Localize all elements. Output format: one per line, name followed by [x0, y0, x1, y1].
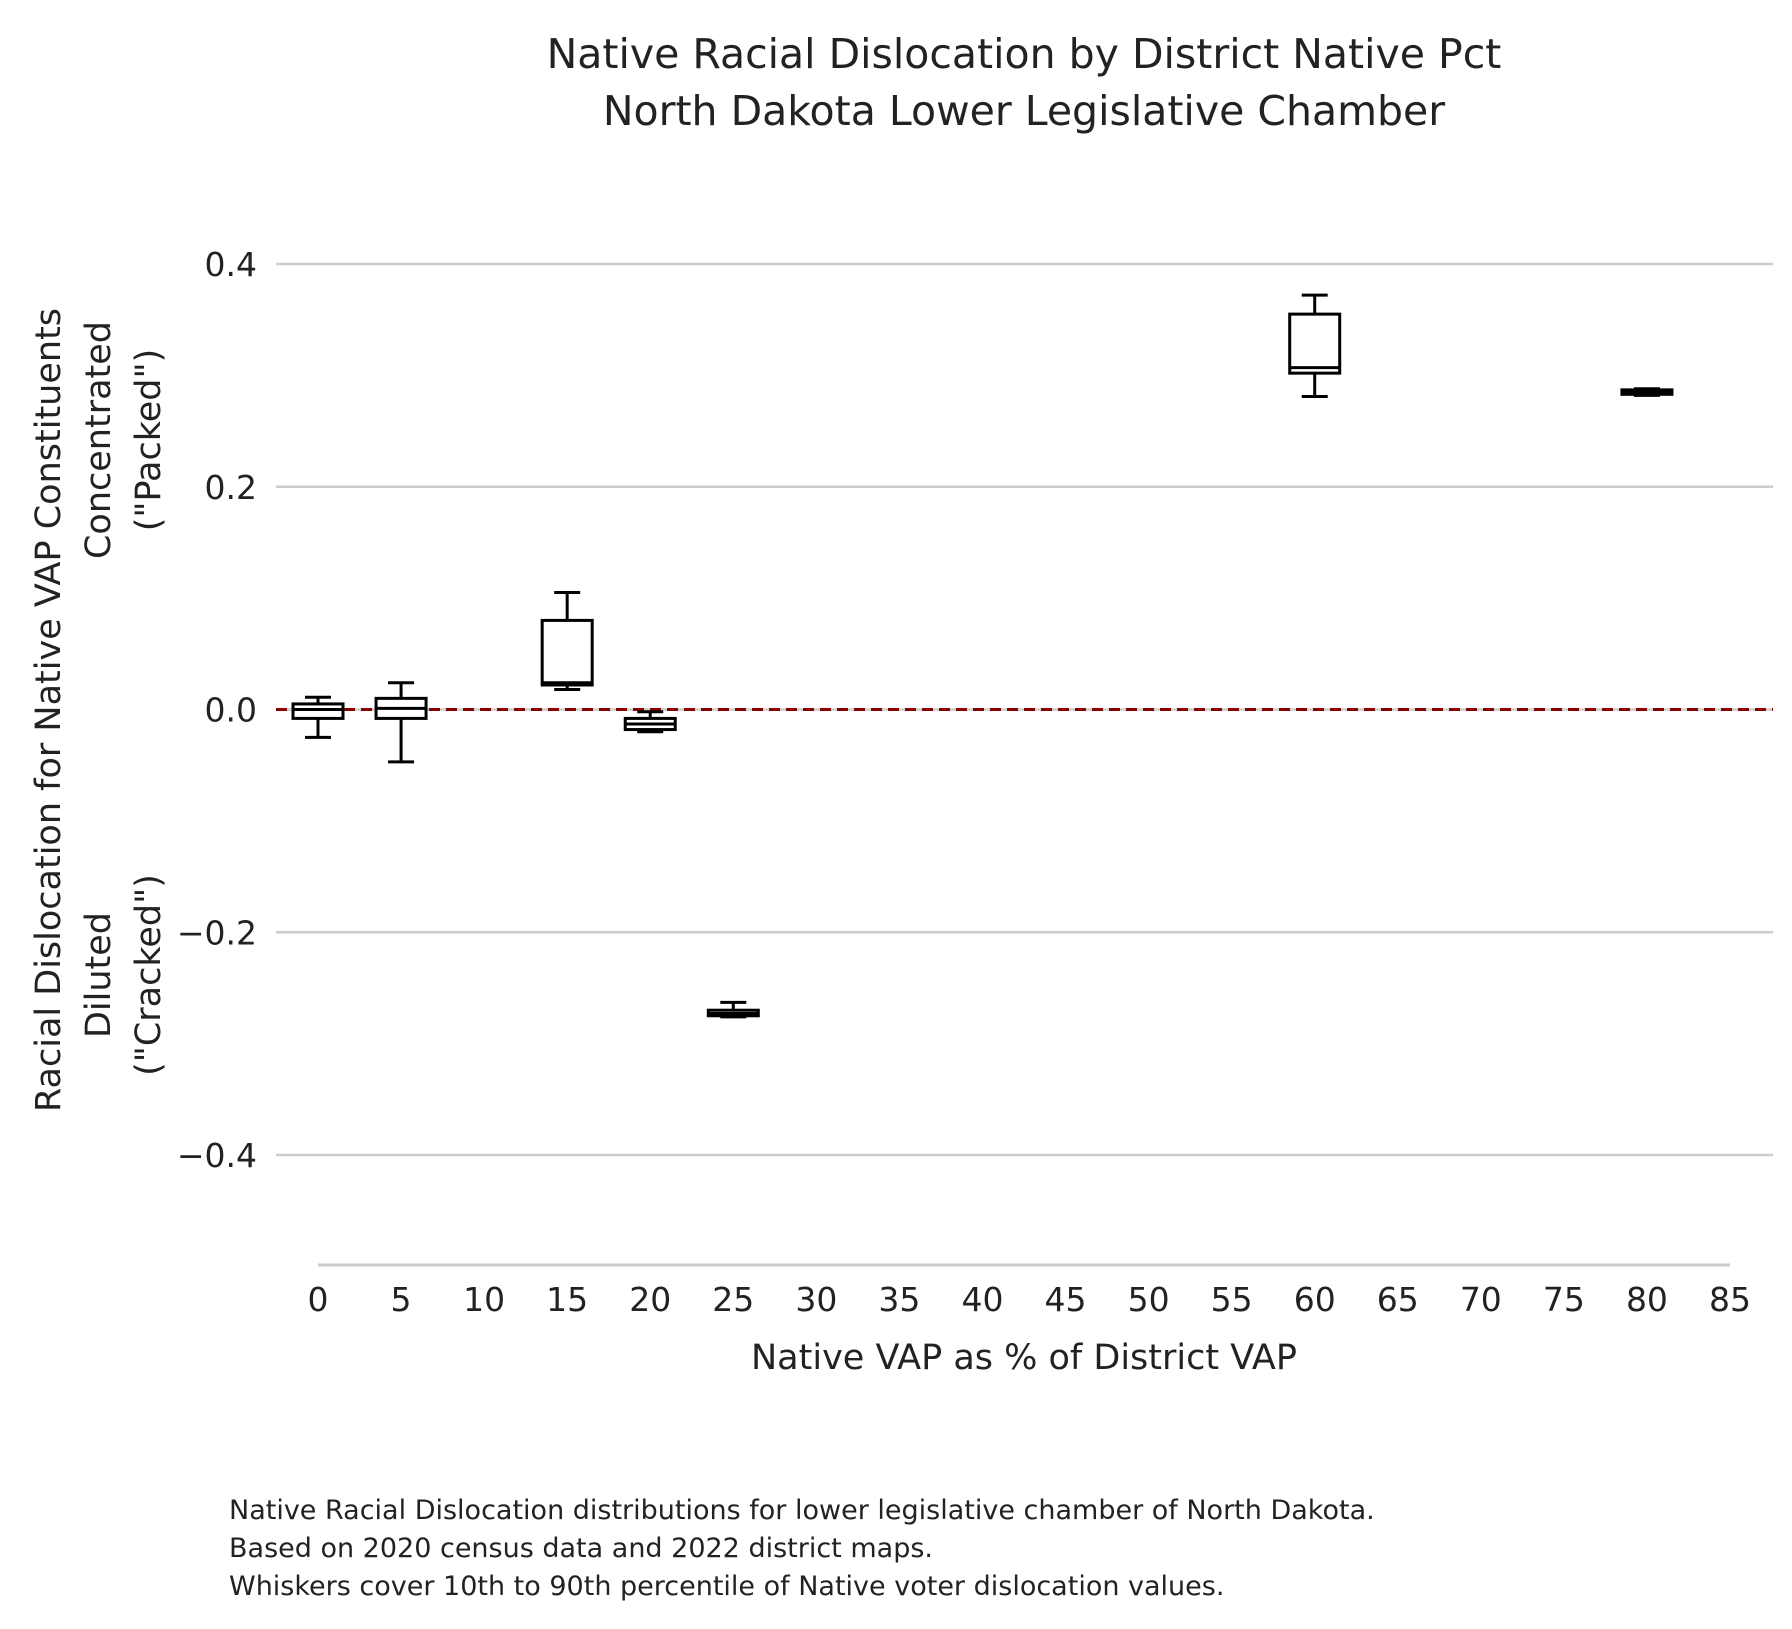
- x-tick-label: 50: [1128, 1280, 1170, 1319]
- x-tick-label: 65: [1377, 1280, 1419, 1319]
- x-tick-label: 55: [1211, 1280, 1253, 1319]
- y-axis-label: Racial Dislocation for Native VAP Consti…: [29, 308, 169, 1112]
- x-tick-label: 5: [391, 1280, 412, 1319]
- x-tick-label: 10: [463, 1280, 505, 1319]
- y-tick-label: 0.0: [205, 691, 257, 730]
- caption-line-1: Native Racial Dislocation distributions …: [229, 1495, 1375, 1526]
- box-iqr: [291, 702, 345, 720]
- x-tick-label: 0: [308, 1280, 329, 1319]
- box-x-25: [706, 1000, 760, 1019]
- box-x-80: [1620, 387, 1674, 397]
- y-axis: −0.4 −0.2 0.0 0.2 0.4: [177, 245, 257, 1175]
- box-x-60: [1288, 293, 1342, 399]
- x-tick-label: 45: [1045, 1280, 1087, 1319]
- chart-title-line-2: North Dakota Lower Legislative Chamber: [603, 87, 1445, 135]
- x-tick-label: 80: [1626, 1280, 1668, 1319]
- box-x-0: [291, 695, 345, 739]
- box-iqr: [1288, 312, 1342, 375]
- y-axis-label-part-3: ("Packed"): [129, 349, 169, 532]
- box-x-20: [623, 710, 677, 734]
- x-tick-label: 30: [795, 1280, 837, 1319]
- y-axis-label-part-2: Concentrated: [79, 321, 119, 559]
- box-iqr: [540, 618, 594, 687]
- chart-title: Native Racial Dislocation by District Na…: [547, 30, 1502, 135]
- caption-line-2: Based on 2020 census data and 2022 distr…: [229, 1533, 933, 1564]
- caption-line-3: Whiskers cover 10th to 90th percentile o…: [229, 1571, 1225, 1602]
- y-axis-label-part-5: ("Cracked"): [129, 874, 169, 1076]
- chart-title-line-1: Native Racial Dislocation by District Na…: [547, 30, 1502, 78]
- x-tick-label: 85: [1709, 1280, 1751, 1319]
- y-tick-label: 0.2: [205, 468, 257, 507]
- y-tick-label: 0.4: [205, 245, 257, 284]
- y-axis-label-part-1: Racial Dislocation for Native VAP Consti…: [29, 308, 69, 1112]
- x-tick-label: 40: [961, 1280, 1003, 1319]
- x-tick-label: 35: [878, 1280, 920, 1319]
- x-axis-label: Native VAP as % of District VAP: [751, 1338, 1297, 1378]
- x-tick-label: 70: [1460, 1280, 1502, 1319]
- x-tick-label: 20: [629, 1280, 671, 1319]
- x-tick-label: 15: [546, 1280, 588, 1319]
- x-tick-label: 75: [1543, 1280, 1585, 1319]
- y-tick-label: −0.4: [177, 1136, 257, 1175]
- boxplots: [291, 293, 1674, 1019]
- box-x-15: [540, 591, 594, 691]
- x-tick-label: 25: [712, 1280, 754, 1319]
- x-axis: 0 5 10 15 20 25 30 35 40 45 50 55 60 65 70 75 80 85: [308, 1263, 1751, 1319]
- y-tick-label: −0.2: [177, 913, 257, 952]
- caption: Native Racial Dislocation distributions …: [229, 1492, 1375, 1606]
- y-axis-label-part-4: Diluted: [79, 912, 119, 1038]
- x-tick-label: 60: [1294, 1280, 1336, 1319]
- box-x-5: [374, 681, 428, 764]
